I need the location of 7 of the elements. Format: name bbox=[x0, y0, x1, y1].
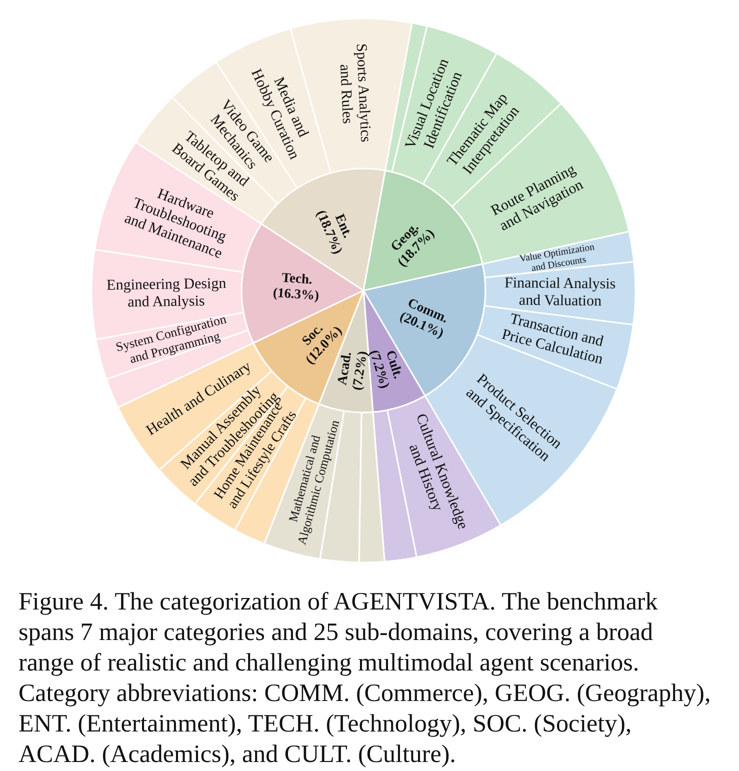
data-label: Engineering Design and Analysis bbox=[106, 276, 227, 311]
data-label: Sports Analytics and Rules bbox=[336, 43, 374, 143]
data-label: Cult. (7.2%) bbox=[366, 348, 406, 390]
data-label: Financial Analysis and Valuation bbox=[504, 275, 616, 310]
caption: Figure 4. The categorization of AGENTVISTA. The benchmark spans 7 major categories and 25 sub-domains, covering a broad range of realistic and challenging multimodal agent scenarios. Category abbreviations: COMM. (Commerce), GEOG. (Geography), ENT. (Entertainment), TECH. (Technology), SOC. (Society), ACAD. (Academics), and CULT. (Culture). bbox=[18, 588, 711, 768]
data-label: Tech. (16.3%) bbox=[272, 270, 320, 303]
data-label: Value Optimization and Discounts bbox=[518, 242, 596, 274]
